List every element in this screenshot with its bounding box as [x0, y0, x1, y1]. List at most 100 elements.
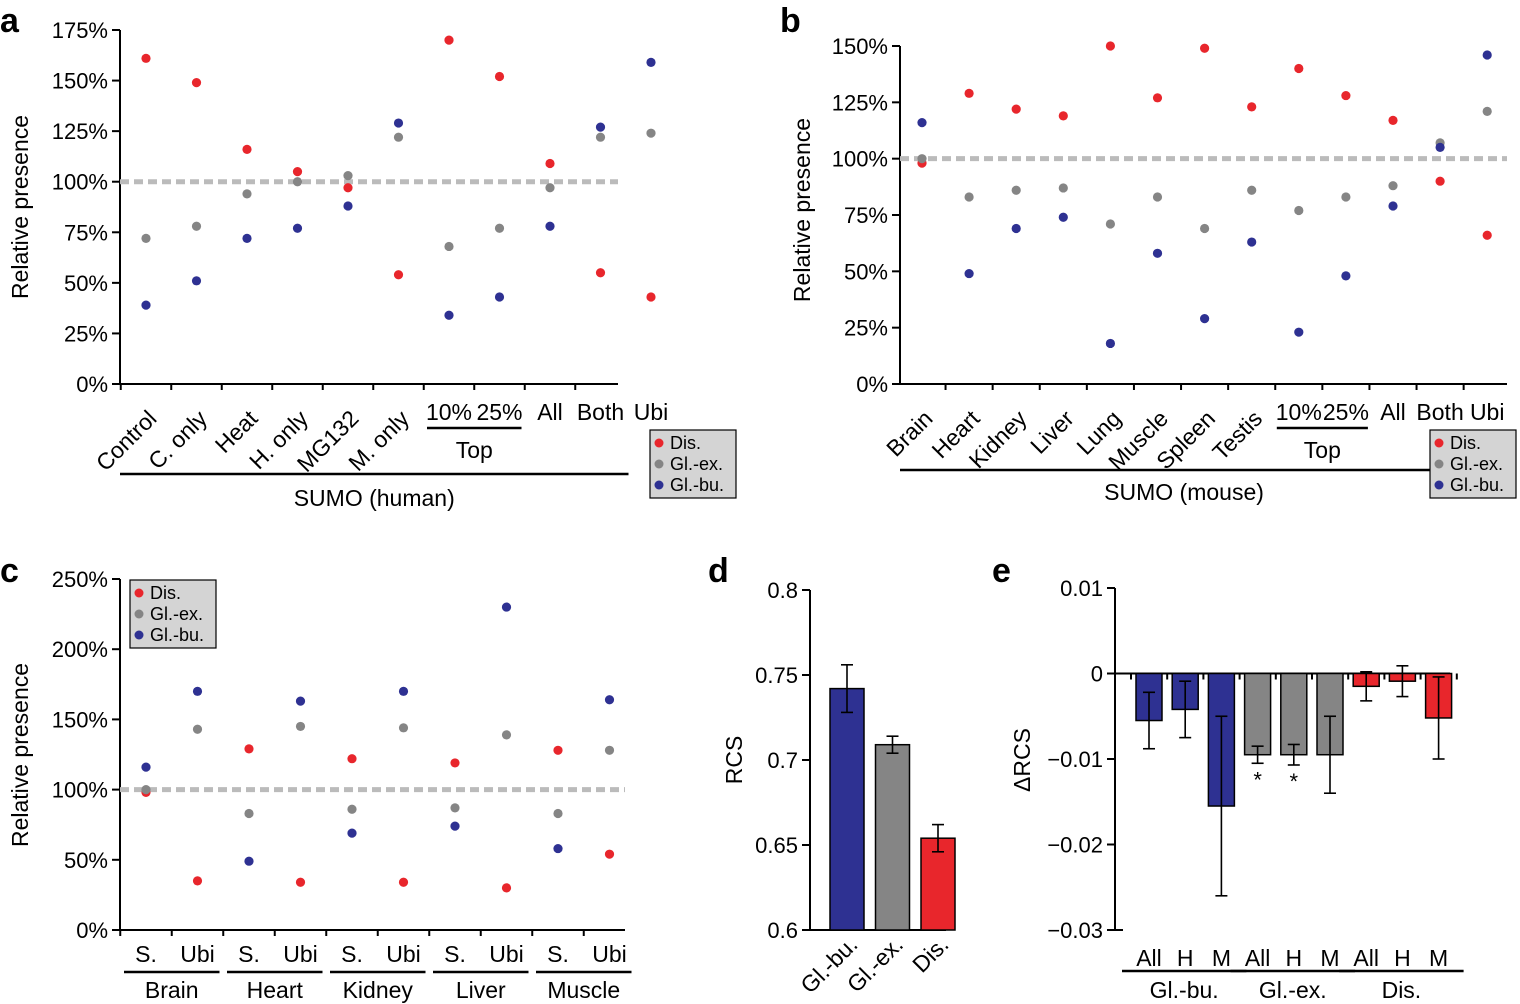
- x-category-label: 25%: [1323, 399, 1369, 425]
- panel-letter: a: [0, 2, 20, 40]
- y-axis-label: ΔRCS: [1009, 728, 1035, 792]
- y-tick-label: 125%: [832, 90, 888, 115]
- legend-marker: [654, 459, 664, 469]
- y-axis-label: RCS: [721, 736, 747, 785]
- legend-box: [649, 429, 737, 499]
- point-glex: [501, 730, 512, 740]
- y-tick-label: 50%: [844, 259, 888, 284]
- y-axis-label: Relative presence: [7, 663, 33, 847]
- bar-glbu: [829, 687, 865, 931]
- y-tick-label: −0.03: [1047, 918, 1103, 943]
- point-glex: [1105, 219, 1115, 229]
- point-glbu: [141, 300, 151, 310]
- point-glex: [1388, 181, 1398, 191]
- legend-marker: [1434, 480, 1444, 490]
- legend-marker: [654, 480, 664, 490]
- x-category-label: Ubi: [283, 941, 318, 967]
- bar-glex: [1243, 672, 1272, 756]
- legend-label: Dis.: [1450, 433, 1481, 453]
- x-category-label: Testis: [1207, 405, 1267, 465]
- legend-label: Dis.: [670, 433, 701, 453]
- y-tick-label: 50%: [64, 271, 108, 296]
- point-glbu: [141, 762, 151, 772]
- x-category-label: All: [1353, 945, 1379, 971]
- legend-label: Gl.-bu.: [1450, 475, 1504, 495]
- panel-c: 0% 50% 100% 150% 200% 250% Relative presence c S…: [0, 552, 632, 1003]
- y-tick-label: 0%: [856, 372, 888, 397]
- x-category-label: S.: [444, 941, 466, 967]
- point-glex: [398, 723, 409, 733]
- x-category-label: 25%: [476, 399, 522, 425]
- y-tick-label: 0%: [76, 918, 108, 943]
- panel-a: 0% 25% 50% 75% 100% 125% 150% 175% Relative pres…: [0, 2, 737, 511]
- point-dis: [1294, 63, 1304, 74]
- y-tick-label: 0.7: [767, 748, 798, 773]
- x-category-label: Ubi: [634, 399, 669, 425]
- bar-glex: [1280, 672, 1308, 756]
- point-dis: [191, 77, 202, 88]
- point-glex: [1152, 192, 1163, 202]
- point-glbu: [393, 118, 404, 128]
- y-tick-label: 100%: [52, 778, 108, 803]
- group-label: Kidney: [343, 977, 414, 1003]
- legend-marker: [1434, 438, 1444, 448]
- legend-label: Dis.: [150, 583, 181, 603]
- point-dis: [347, 754, 357, 764]
- point-glex: [347, 804, 357, 814]
- y-tick-label: 25%: [844, 316, 888, 341]
- x-category-label: 10%: [426, 399, 472, 425]
- group-label: Gl.-ex.: [1259, 977, 1327, 1003]
- legend-label: Gl.-ex.: [670, 454, 723, 474]
- x-category-label: H: [1177, 945, 1194, 971]
- group-label: Heart: [247, 977, 304, 1003]
- point-dis: [604, 849, 615, 859]
- y-tick-label: 100%: [832, 147, 888, 172]
- y-axis-label: Relative presence: [7, 115, 33, 299]
- group-label: Gl.-bu.: [1150, 977, 1219, 1003]
- y-tick-label: 0.65: [755, 833, 798, 858]
- point-dis: [343, 183, 353, 193]
- point-dis: [1247, 102, 1257, 112]
- point-dis: [1341, 90, 1351, 101]
- group-label: SUMO (human): [294, 485, 455, 511]
- point-dis: [398, 877, 409, 887]
- significance-marker: *: [1253, 767, 1262, 792]
- point-dis: [545, 158, 555, 169]
- point-glex: [604, 745, 615, 755]
- bar-glex: [874, 743, 911, 931]
- point-glbu: [347, 828, 357, 838]
- y-tick-label: 175%: [52, 18, 108, 43]
- y-tick-label: 0.8: [767, 578, 798, 603]
- x-category-label: Ubi: [489, 941, 524, 967]
- point-glbu: [1435, 142, 1445, 152]
- x-category-label: S.: [547, 941, 569, 967]
- group-label: Top: [1304, 437, 1341, 463]
- point-dis: [244, 744, 254, 754]
- y-tick-label: 200%: [52, 637, 108, 662]
- point-glbu: [444, 310, 454, 320]
- point-glex: [494, 223, 505, 233]
- group-label: Dis.: [1382, 977, 1422, 1003]
- panel-b: 0% 25% 50% 75% 100% 125% 150% Relative presence…: [780, 2, 1517, 505]
- legend-box: [129, 579, 217, 649]
- y-tick-label: 0: [1091, 662, 1103, 687]
- point-dis: [501, 883, 512, 893]
- group-label: Liver: [456, 977, 506, 1003]
- point-glbu: [604, 695, 615, 705]
- x-category-label: Ubi: [180, 941, 215, 967]
- point-glbu: [1011, 223, 1021, 234]
- point-dis: [444, 35, 454, 45]
- y-tick-label: 250%: [52, 567, 108, 592]
- point-glex: [191, 221, 202, 231]
- y-tick-label: 50%: [64, 848, 108, 873]
- point-glbu: [398, 686, 409, 696]
- x-category-label: M: [1212, 945, 1231, 971]
- y-tick-label: −0.02: [1047, 833, 1103, 858]
- point-dis: [1058, 111, 1068, 121]
- point-glbu: [501, 602, 512, 612]
- x-category-label: All: [1245, 945, 1271, 971]
- point-glex: [450, 803, 460, 813]
- point-glbu: [1388, 201, 1398, 211]
- y-tick-label: 75%: [64, 220, 108, 245]
